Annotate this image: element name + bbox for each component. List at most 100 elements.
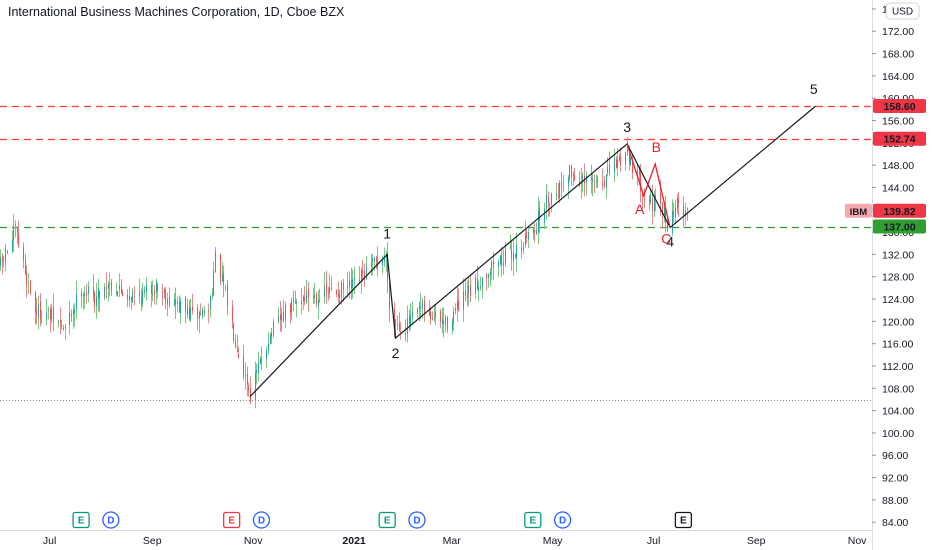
symbol-badge-text: IBM [850, 207, 868, 218]
price-tick-label: 168.00 [882, 49, 914, 61]
time-tick-label: May [543, 535, 564, 547]
candle-body [395, 320, 396, 327]
candle-body [673, 210, 674, 215]
time-tick-label: Sep [143, 535, 162, 547]
earnings-marker[interactable]: E [524, 511, 542, 529]
currency-button[interactable]: USD [885, 2, 920, 20]
price-tick-label: 156.00 [882, 116, 914, 128]
candle-body [573, 174, 574, 176]
price-badges: 158.60 152.74 137.00 139.82 IBM [845, 99, 926, 234]
candle-body [213, 270, 214, 296]
candle-body [505, 248, 506, 264]
level-badge-137.00-text: 137.00 [883, 222, 915, 234]
candle-body [328, 292, 329, 294]
time-tick-label: Nov [244, 535, 263, 547]
candle-body [192, 306, 193, 311]
candle-body [548, 197, 549, 204]
candle-body [233, 324, 234, 342]
candle-body [685, 210, 686, 216]
candle-body [569, 165, 570, 179]
candle-body [498, 261, 499, 267]
candle-body [644, 199, 645, 201]
candle-body [273, 321, 274, 335]
earnings-marker[interactable]: E [674, 511, 693, 529]
dividend-marker-circle [102, 511, 120, 529]
event-marker-letter: D [258, 516, 265, 527]
level-badge-137.00-bg [873, 219, 926, 234]
price-tick-label: 84.00 [882, 517, 908, 529]
dividend-marker-circle [408, 511, 426, 529]
candle-body [538, 210, 539, 233]
candle-body [174, 299, 175, 306]
earnings-marker[interactable]: E [72, 511, 90, 529]
dividend-marker[interactable]: D [408, 511, 426, 529]
candle-body [319, 299, 320, 301]
dividend-marker-circle [252, 511, 271, 529]
candle-body [556, 193, 557, 197]
candle-body [417, 308, 418, 313]
candle-body [364, 270, 365, 280]
candle-body [551, 193, 552, 204]
candle-body [73, 310, 74, 315]
price-tick-label: 120.00 [882, 316, 914, 328]
earnings-marker-box [72, 511, 90, 529]
candle-body [313, 297, 314, 299]
candle-body [331, 288, 332, 290]
candle-body [222, 274, 223, 282]
candle-body [675, 207, 676, 217]
candle-body [84, 293, 85, 296]
candle-body [632, 158, 633, 173]
dividend-marker[interactable]: D [252, 511, 271, 529]
candle-body [304, 297, 305, 302]
price-tick-label: 172.00 [882, 26, 914, 38]
candle-body [361, 270, 362, 280]
candle-body [96, 296, 97, 307]
candle-body [467, 294, 468, 299]
candle-body [180, 300, 181, 314]
candle-body [127, 294, 128, 300]
earnings-marker[interactable]: E [223, 511, 241, 529]
candle-body [220, 253, 221, 283]
candle-body [5, 249, 6, 263]
candle-body [341, 281, 342, 298]
candle-body [563, 186, 564, 188]
price-axis[interactable]: 84.00 88.00 92.00 96.00 100.00 104.00 108.00 11… [872, 0, 914, 550]
candle-body [412, 312, 413, 318]
earnings-marker[interactable]: E [378, 511, 396, 529]
wave-label-1: 1 [383, 225, 391, 241]
candle-body [190, 308, 191, 320]
candle-body [650, 195, 651, 202]
candle-body [12, 239, 13, 252]
candle-body [250, 388, 251, 402]
candle-body [94, 293, 95, 307]
candle-body [117, 291, 118, 296]
time-tick-label: Sep [747, 535, 766, 547]
price-tick-label: 128.00 [882, 272, 914, 284]
candle-body [614, 158, 615, 173]
candle-body [156, 281, 157, 293]
candle-body [270, 334, 271, 344]
candle-body [187, 307, 188, 315]
candle-body [649, 199, 650, 205]
dividend-marker[interactable]: D [102, 511, 120, 529]
candle-body [672, 211, 673, 234]
elliott-wave-labels: 1 2 3 4 5 A B C [383, 81, 818, 361]
abc-correction-line[interactable] [626, 143, 671, 228]
time-tick-label: Nov [848, 535, 867, 547]
candle-body [53, 306, 54, 322]
dividend-marker[interactable]: D [553, 511, 572, 529]
wave-label-b: B [652, 139, 661, 155]
candle-body [362, 270, 363, 274]
candle-body [445, 316, 446, 326]
wave-label-a: A [635, 201, 645, 217]
time-axis[interactable]: Jul Sep Nov 2021 Mar May Jul Sep Nov [0, 530, 872, 548]
candle-body [539, 208, 540, 221]
candle-body [592, 178, 593, 183]
candle-body [371, 262, 372, 266]
impulse-wave-line[interactable] [249, 105, 817, 398]
candle-body [306, 290, 307, 303]
candle-body [71, 313, 72, 317]
candle-body [74, 309, 75, 313]
